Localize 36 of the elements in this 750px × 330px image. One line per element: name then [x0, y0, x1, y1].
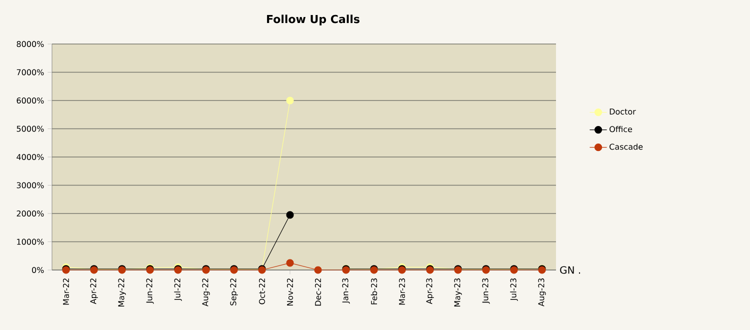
x-tick-label: Jul-22 [174, 278, 182, 301]
x-tick-label: May-22 [118, 278, 126, 306]
legend-label: Doctor [610, 108, 636, 115]
x-tick-label: Mar-22 [62, 278, 70, 305]
x-tick-label: Jul-23 [510, 278, 518, 301]
chart-title: Follow Up Calls [267, 14, 360, 26]
x-tick-label: Jan-23 [342, 278, 350, 304]
point [286, 96, 294, 104]
point [286, 259, 294, 267]
y-tick-label: 0% [32, 266, 44, 274]
x-tick-label: Apr-22 [90, 278, 98, 304]
y-tick-label: 4000% [16, 154, 44, 160]
point [314, 266, 322, 274]
x-tick-label: Oct-22 [258, 278, 266, 304]
y-tick-label: 8000% [16, 40, 44, 48]
y-tick-label: 1000% [17, 238, 44, 245]
x-tick-label: Nov-22 [286, 278, 294, 306]
x-tick-label: Mar-23 [398, 278, 406, 305]
y-tick-label: 3000% [16, 182, 44, 188]
point [286, 211, 294, 219]
y-tick-label: 5000% [16, 126, 44, 132]
x-tick-label: Jun-23 [482, 278, 490, 304]
x-tick-label: Jun-22 [146, 278, 154, 304]
x-tick-label: Aug-22 [202, 278, 210, 306]
legend-label: Office [610, 126, 632, 132]
y-tick-label: 7000% [16, 69, 44, 76]
x-tick-label: Dec-22 [314, 278, 322, 306]
y-tick-label: 2000% [16, 210, 44, 217]
x-tick-label: Sep-22 [230, 278, 238, 306]
x-tick-label: Feb-23 [370, 278, 378, 304]
legend-label: Cascade [610, 144, 643, 150]
y-tick-label: 6000% [16, 97, 44, 104]
x-tick-label: Apr-23 [426, 278, 434, 304]
text: GN . [560, 266, 580, 274]
x-tick-label: May-23 [454, 278, 462, 306]
x-tick-label: Aug-23 [538, 278, 546, 306]
